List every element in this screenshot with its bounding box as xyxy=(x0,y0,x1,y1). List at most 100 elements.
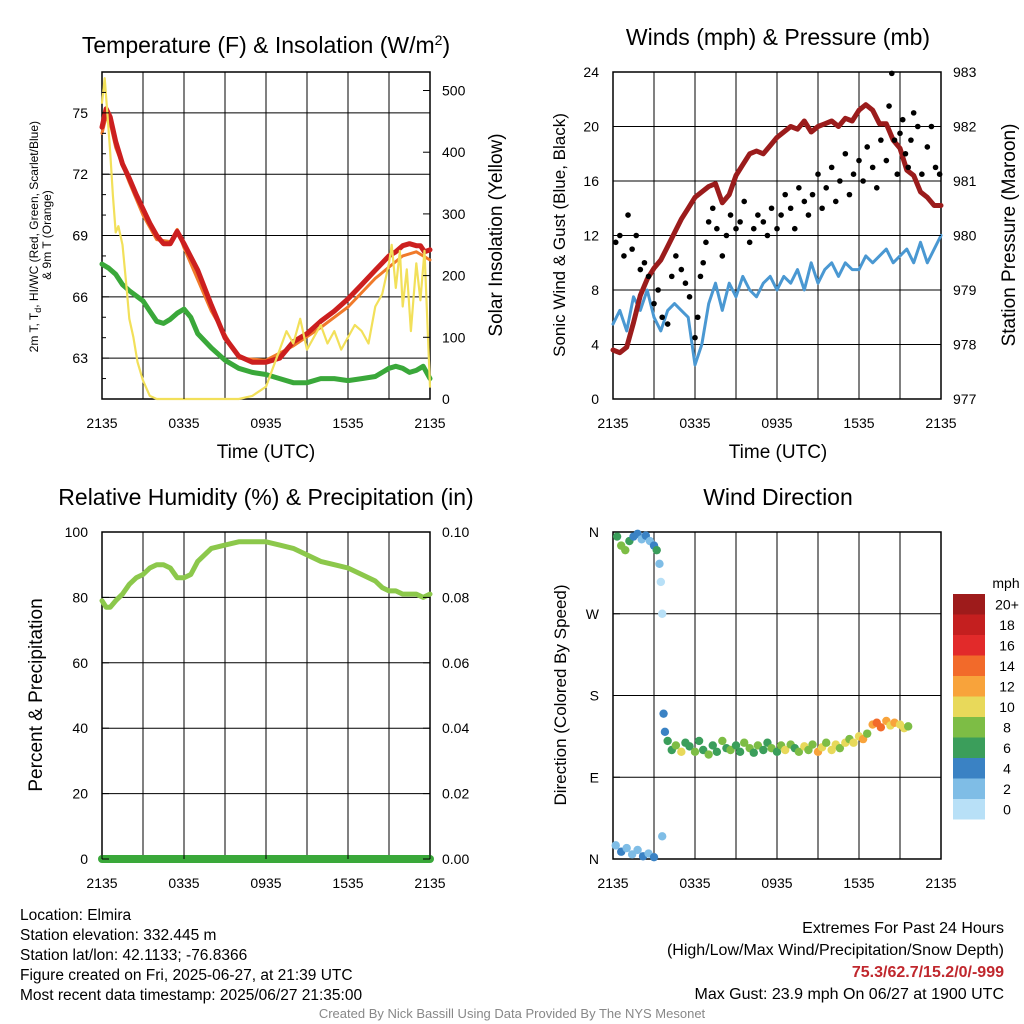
temperature-line xyxy=(99,106,433,365)
humidity-line xyxy=(99,539,433,610)
y-tick-label: 66 xyxy=(72,289,88,305)
gust-point xyxy=(891,137,898,143)
gust-point xyxy=(846,191,853,198)
direction-point xyxy=(735,747,745,757)
y-tick-label: 63 xyxy=(72,350,88,366)
gust-point xyxy=(633,232,640,239)
gust-point xyxy=(928,123,935,130)
y-tick-label: 20 xyxy=(72,786,88,802)
y-right-tick-label: 0.04 xyxy=(442,720,469,736)
speed-legend: mph 20+ 18 16 14 12 10 8 6 4 2 0 xyxy=(953,575,1020,820)
title-wind-direction: Wind Direction xyxy=(703,484,853,510)
gust-point xyxy=(760,219,767,225)
legend-label: 12 xyxy=(999,678,1015,694)
gust-point xyxy=(637,266,644,273)
direction-point xyxy=(658,832,667,841)
title-humidity: Relative Humidity (%) & Precipitation (i… xyxy=(58,484,473,510)
direction-point xyxy=(694,736,704,746)
gust-point xyxy=(819,205,825,212)
y-tick-label: N xyxy=(589,851,599,867)
gust-point xyxy=(801,198,808,205)
y-right-tick-label: 200 xyxy=(442,268,466,284)
ylabel-temperature: 2m T, Td, HI/WC (Red, Green, Scarlet/Blu… xyxy=(27,118,54,353)
legend-label: 18 xyxy=(999,617,1015,633)
direction-point xyxy=(660,727,670,737)
panel-temperature: Temperature (F) & Insolation (W/m2) 63 66… xyxy=(27,32,507,463)
legend-swatch xyxy=(953,676,985,697)
x-tick-label: 0935 xyxy=(250,415,281,431)
y-tick-label: 75 xyxy=(72,105,88,121)
x-tick-label: 0335 xyxy=(168,875,199,891)
direction-point xyxy=(822,738,831,747)
gust-point xyxy=(768,205,775,212)
direction-point xyxy=(712,747,722,757)
y-right-tick-label: 979 xyxy=(953,282,977,298)
direction-point xyxy=(740,738,749,747)
ylabel-right-temperature: Solar Insolation (Yellow) xyxy=(486,133,507,336)
direction-point xyxy=(658,609,667,618)
direction-point xyxy=(690,747,700,757)
legend-swatch xyxy=(953,778,985,799)
gust-point xyxy=(894,171,901,177)
legend-label: 0 xyxy=(1003,801,1011,817)
direction-point xyxy=(835,743,845,753)
direction-point xyxy=(649,852,659,862)
gust-point xyxy=(733,225,739,232)
x-tick-label: 2135 xyxy=(925,875,956,891)
gust-point xyxy=(787,205,794,212)
gust-point xyxy=(703,239,709,246)
gust-point xyxy=(700,259,706,266)
gust-point xyxy=(823,185,829,191)
y-tick-label: 69 xyxy=(72,228,88,244)
y-right-tick-label: 981 xyxy=(953,173,977,189)
gust-point xyxy=(612,239,619,246)
legend-swatch xyxy=(953,655,985,676)
gust-point xyxy=(899,116,906,123)
direction-point xyxy=(781,745,790,755)
y-right-tick-label: 0.02 xyxy=(442,786,469,802)
legend-label: 10 xyxy=(999,699,1015,715)
direction-point xyxy=(749,748,758,757)
gust-point xyxy=(828,164,835,171)
gust-point xyxy=(641,259,648,266)
gust-point xyxy=(905,164,911,171)
y-tick-label: 12 xyxy=(583,228,599,244)
direction-point xyxy=(652,545,661,555)
location-text: Location: Elmira xyxy=(20,907,132,924)
y-tick-label: W xyxy=(586,606,600,622)
direction-point xyxy=(671,741,681,750)
y-tick-label: 40 xyxy=(72,720,88,736)
direction-point xyxy=(794,747,804,757)
panel-winds: Winds (mph) & Pressure (mb) 04812162024 … xyxy=(550,24,1020,463)
gust-point xyxy=(714,225,720,232)
direction-point xyxy=(622,843,631,853)
direction-point xyxy=(612,532,622,541)
y-tick-label: 20 xyxy=(583,119,599,135)
gust-point xyxy=(914,123,921,130)
gust-point xyxy=(655,287,661,293)
y-tick-label: 16 xyxy=(583,173,599,189)
direction-point xyxy=(772,747,782,757)
gust-point xyxy=(832,198,839,205)
pressure-line xyxy=(610,102,944,356)
legend-label: 6 xyxy=(1003,740,1011,756)
x-tick-label: 2135 xyxy=(86,415,117,431)
xlabel-winds: Time (UTC) xyxy=(729,442,828,463)
created-text: Figure created on Fri, 2025-06-27, at 21… xyxy=(20,967,353,984)
gust-point xyxy=(815,171,821,177)
direction-point xyxy=(633,845,642,855)
direction-point xyxy=(849,738,858,747)
gust-point xyxy=(755,212,761,218)
gust-point xyxy=(878,137,884,143)
legend-unit: mph xyxy=(992,575,1019,591)
panel-humidity: Relative Humidity (%) & Precipitation (i… xyxy=(26,484,474,891)
legend-label: 4 xyxy=(1003,760,1011,776)
gust-point xyxy=(910,110,917,116)
y-tick-label: 80 xyxy=(72,589,88,605)
gust-point xyxy=(864,144,870,150)
y-tick-label: E xyxy=(590,769,599,785)
direction-point xyxy=(655,559,664,568)
extremes-values: 75.3/62.7/15.2/0/-999 xyxy=(851,964,1004,981)
y-right-tick-label: 982 xyxy=(953,119,977,135)
